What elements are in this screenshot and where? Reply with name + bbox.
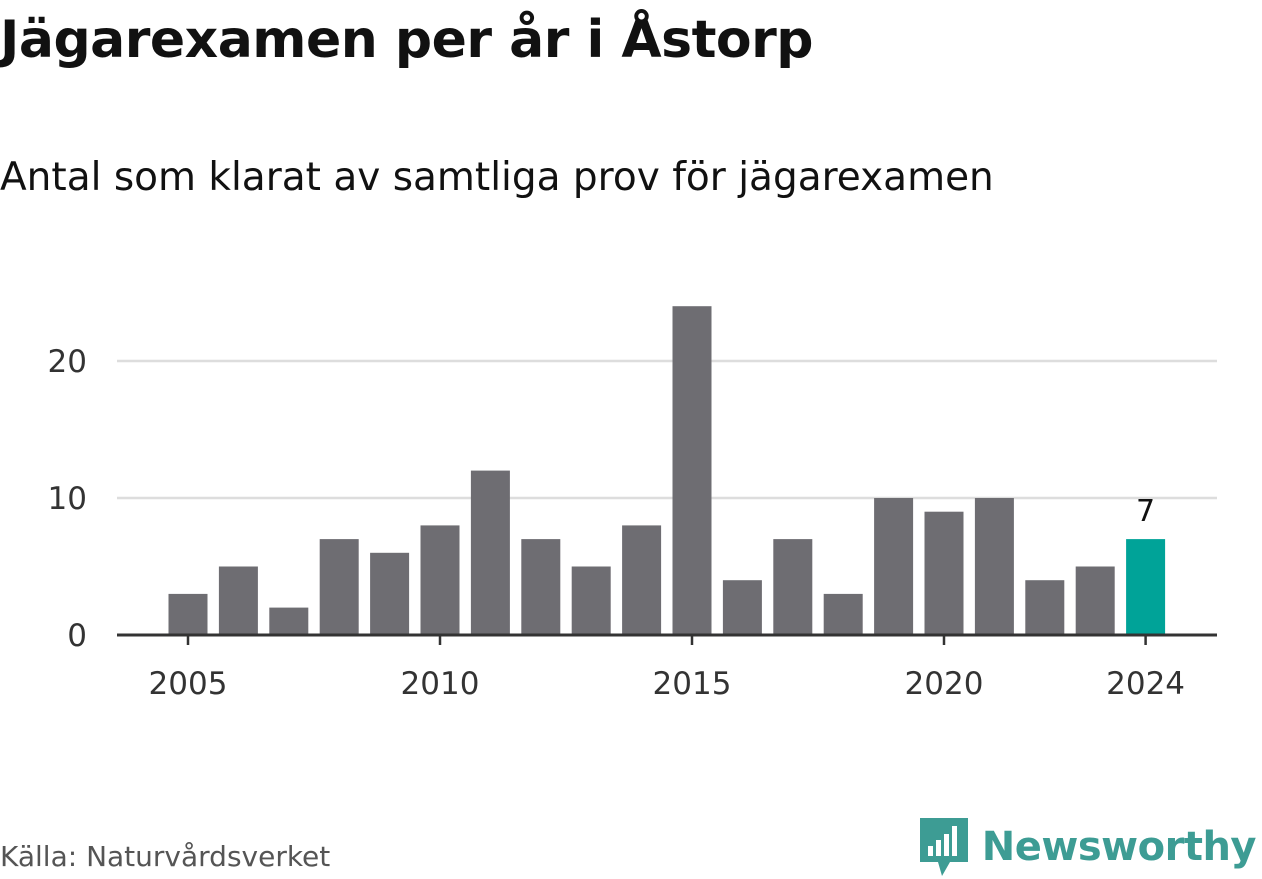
bar — [319, 539, 359, 635]
bar — [420, 525, 460, 635]
brand-name: Newsworthy — [981, 824, 1257, 870]
x-tick-label: 2024 — [1106, 666, 1185, 702]
bar — [370, 552, 410, 635]
bar — [470, 470, 510, 635]
bar — [672, 306, 712, 635]
bar — [1075, 566, 1115, 635]
source-note: Källa: Naturvårdsverket — [0, 840, 331, 873]
x-tick-label: 2015 — [653, 666, 732, 702]
bar-highlight — [1126, 539, 1166, 635]
bar — [622, 525, 662, 635]
x-tick-label: 2020 — [905, 666, 984, 702]
y-tick-label: 10 — [48, 481, 87, 517]
bar — [823, 593, 863, 635]
bar — [168, 593, 208, 635]
bar — [218, 566, 258, 635]
bar — [924, 511, 964, 635]
brand-logo: Newsworthy — [919, 818, 1257, 876]
bar — [974, 498, 1014, 635]
bar — [874, 498, 914, 635]
y-tick-label: 20 — [48, 344, 87, 380]
bar — [722, 580, 762, 635]
bar — [521, 539, 561, 635]
data-label: 7 — [1136, 494, 1155, 529]
chart-subtitle: Antal som klarat av samtliga prov för jä… — [0, 155, 994, 200]
newsworthy-logo-icon — [919, 818, 968, 876]
chart-title: Jägarexamen per år i Åstorp — [0, 10, 814, 70]
bar — [1025, 580, 1065, 635]
y-tick-label: 0 — [67, 618, 87, 654]
bar — [571, 566, 611, 635]
bar — [773, 539, 813, 635]
x-tick-label: 2005 — [149, 666, 228, 702]
bar — [269, 607, 309, 635]
x-tick-label: 2010 — [401, 666, 480, 702]
